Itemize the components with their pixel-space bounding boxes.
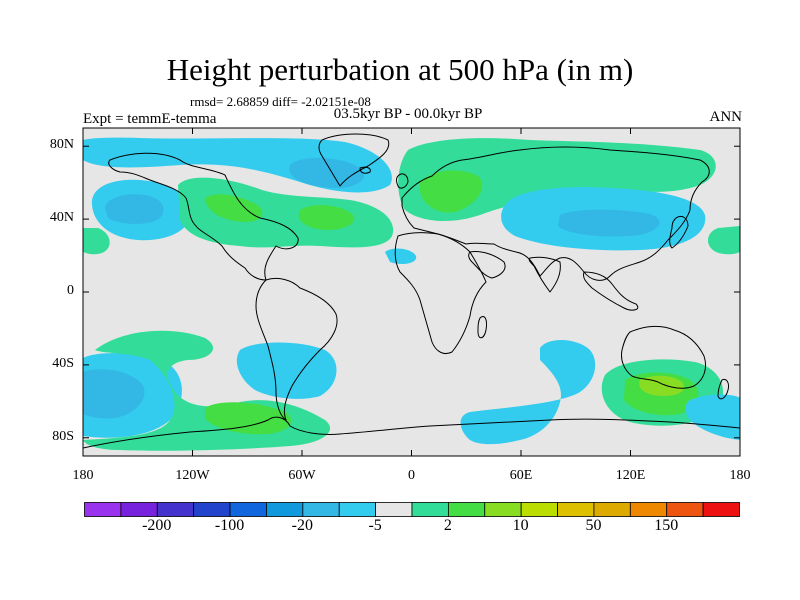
lat-tick-label: 80S — [52, 428, 74, 444]
experiment-label: Expt = temmE-temma — [83, 111, 217, 127]
colorbar-box — [666, 502, 704, 517]
coast-iceland — [359, 166, 371, 174]
coast-north-america — [108, 152, 299, 281]
coast-southeast-asia — [583, 271, 639, 311]
colorbar-label: 10 — [512, 517, 529, 534]
colorbar-box — [411, 502, 449, 517]
colorbar-box — [447, 502, 486, 517]
lon-tick-label: 60E — [509, 468, 533, 483]
coast-madagascar — [477, 316, 487, 339]
contour-fields — [83, 137, 740, 451]
coast-british-isles — [396, 173, 409, 189]
colorbar-box — [156, 502, 195, 517]
coast-antarctica — [83, 416, 740, 449]
contour-blob — [178, 177, 394, 248]
coast-south-america — [255, 277, 338, 421]
stats-line: rmsd= 2.68859 diff= -2.02151e-08 — [190, 94, 371, 109]
colorbar-box — [266, 502, 304, 517]
coast-greenland — [318, 133, 390, 187]
colorbar-label: -200 — [142, 517, 172, 534]
colorbar-label: 2 — [443, 517, 452, 534]
lon-tick-label: 180 — [72, 468, 94, 483]
colorbar-box — [702, 502, 740, 517]
colorbar-box — [557, 502, 595, 517]
coast-arabia — [468, 251, 506, 279]
colorbar-box — [338, 502, 377, 517]
lon-tick-label: 120W — [175, 468, 210, 483]
colorbar-box — [302, 502, 340, 517]
contour-blob — [558, 209, 660, 237]
lon-tick-label: 180 — [729, 468, 751, 483]
coast-india — [528, 256, 561, 293]
colorbar-label: 150 — [654, 517, 679, 534]
contour-blob — [205, 402, 292, 435]
season-label: ANN — [709, 109, 743, 125]
contour-blob — [236, 342, 337, 399]
contour-blob — [105, 194, 164, 224]
colorbar-label: -100 — [214, 517, 245, 534]
colorbar-box — [193, 502, 231, 517]
colorbar-box — [593, 502, 631, 517]
lat-tick-label: 0 — [67, 283, 74, 298]
lat-tick-label: 40S — [52, 355, 74, 371]
contour-blob — [205, 194, 263, 222]
contour-blob — [685, 394, 740, 440]
contour-blob — [419, 170, 483, 213]
coast-new-zealand — [717, 379, 729, 400]
colorbar-box — [120, 502, 158, 517]
colorbar-box — [375, 502, 413, 517]
contour-blob — [460, 339, 596, 445]
colorbar-box — [520, 502, 558, 517]
colorbar-box — [229, 502, 267, 517]
axis-ticks — [82, 128, 741, 456]
contour-blob — [298, 205, 355, 230]
lon-tick-label: 60W — [288, 468, 316, 483]
contour-blob — [385, 248, 417, 264]
colorbar-label: 50 — [585, 517, 602, 534]
lat-tick-label: 80N — [49, 137, 74, 153]
lon-tick-label: 0 — [408, 468, 415, 483]
coast-australia — [621, 325, 707, 389]
contour-blob — [398, 138, 716, 222]
contour-blob — [83, 369, 145, 419]
colorbar-box — [629, 502, 668, 517]
coast-africa — [394, 232, 487, 355]
colorbar-label: -20 — [291, 517, 313, 534]
period-label: 03.5kyr BP - 00.0kyr BP — [333, 106, 483, 122]
coastlines — [83, 133, 740, 449]
colorbar-box — [484, 502, 522, 517]
coast-japan — [669, 215, 689, 249]
figure-title: Height perturbation at 500 hPa (in m) — [166, 52, 634, 87]
contour-blob — [83, 228, 110, 255]
colorbar-box — [84, 502, 122, 517]
colorbar — [84, 502, 740, 517]
contour-blob — [707, 226, 740, 255]
lon-tick-label: 120E — [615, 468, 646, 483]
colorbar-label: -5 — [368, 517, 382, 534]
lat-tick-label: 40N — [49, 210, 74, 226]
contour-blob — [639, 375, 684, 396]
coast-eurasia — [401, 146, 710, 281]
